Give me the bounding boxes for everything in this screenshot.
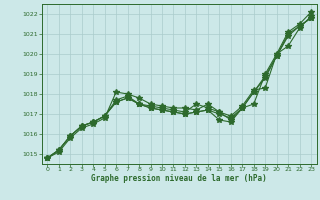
X-axis label: Graphe pression niveau de la mer (hPa): Graphe pression niveau de la mer (hPa) bbox=[91, 174, 267, 183]
